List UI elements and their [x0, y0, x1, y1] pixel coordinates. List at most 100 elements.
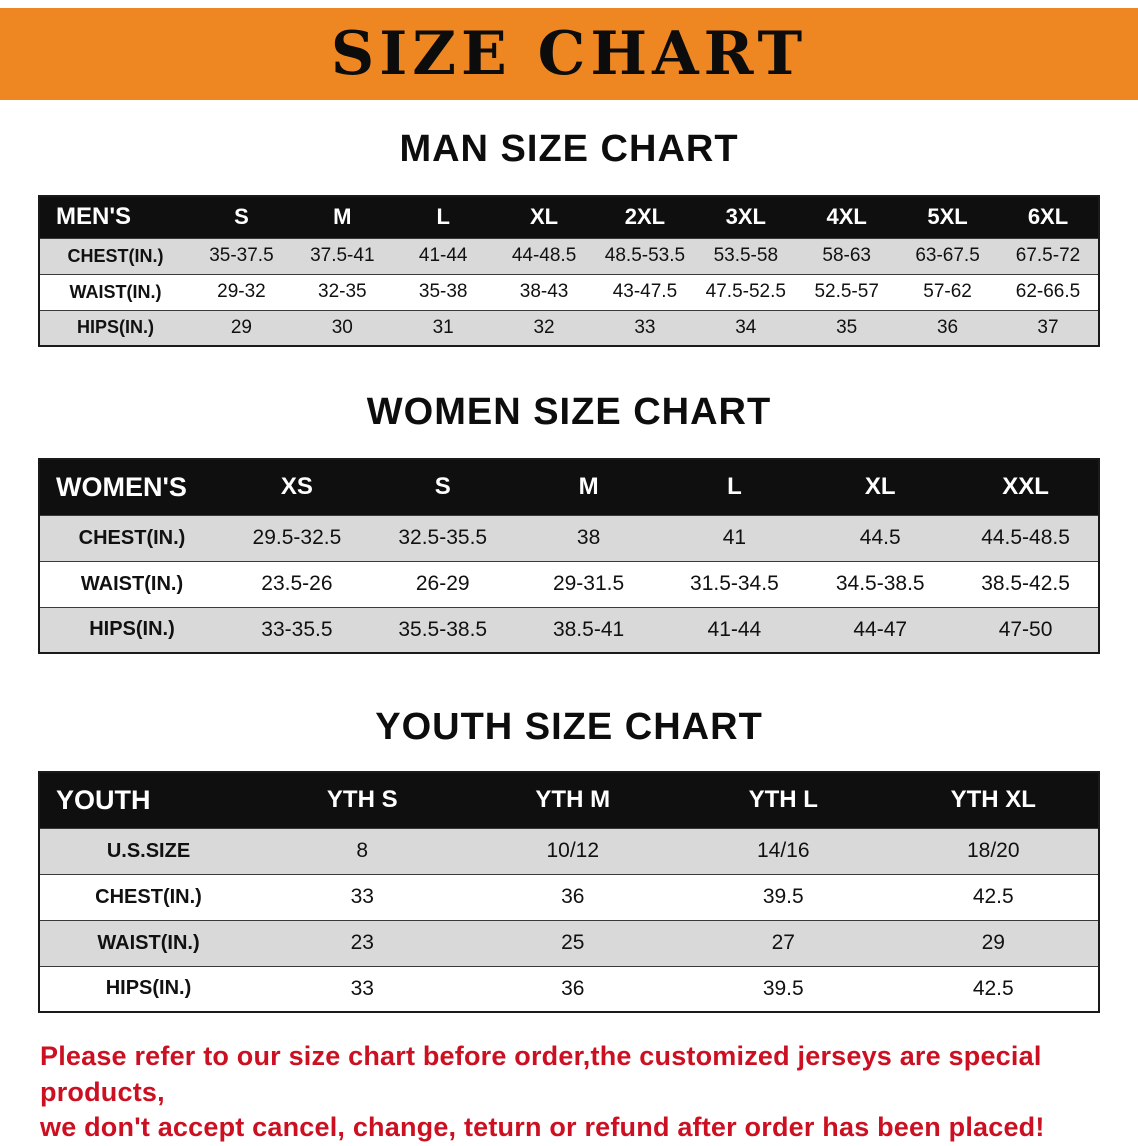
size-column-header: 6XL: [998, 196, 1099, 238]
men-section: MAN SIZE CHART MEN'S S M L XL 2XL 3XL 4XL 5XL 6XL…: [38, 128, 1100, 347]
size-value-cell: 58-63: [796, 237, 898, 274]
size-value-cell: 29: [888, 919, 1099, 966]
men-section-heading: MAN SIZE CHART: [399, 128, 739, 170]
size-value-cell: 39.5: [678, 965, 889, 1012]
size-column-header: YTH S: [257, 772, 468, 828]
size-value-cell: 35: [796, 309, 898, 346]
row-label: CHEST(IN.): [39, 514, 224, 561]
size-value-cell: 47-50: [953, 606, 1099, 653]
size-column-header: 2XL: [594, 196, 696, 238]
table-row: U.S.SIZE 8 10/12 14/16 18/20: [39, 827, 1099, 874]
size-value-cell: 38.5-41: [515, 606, 662, 653]
row-label: HIPS(IN.): [39, 606, 224, 653]
page-title: SIZE CHART: [330, 19, 808, 89]
size-value-cell: 44-48.5: [493, 237, 595, 274]
size-value-cell: 38.5-42.5: [953, 560, 1099, 607]
size-value-cell: 37.5-41: [291, 237, 393, 274]
size-column-header: S: [369, 459, 516, 515]
size-value-cell: 36: [897, 309, 998, 346]
size-column-header: XS: [224, 459, 370, 515]
size-value-cell: 29-32: [191, 273, 292, 310]
size-column-header: XL: [807, 459, 954, 515]
size-value-cell: 62-66.5: [998, 273, 1099, 310]
row-label: HIPS(IN.): [39, 309, 191, 346]
size-value-cell: 32.5-35.5: [369, 514, 516, 561]
table-row: CHEST(IN.) 33 36 39.5 42.5: [39, 873, 1099, 920]
table-title-cell: MEN'S: [39, 196, 191, 238]
size-chart-page: SIZE CHART MAN SIZE CHART MEN'S S M L XL 2XL 3…: [0, 8, 1138, 1146]
table-row: CHEST(IN.) 35-37.5 37.5-41 41-44 44-48.5 48.5…: [39, 237, 1099, 274]
size-value-cell: 43-47.5: [594, 273, 696, 310]
table-row: WAIST(IN.) 23 25 27 29: [39, 919, 1099, 966]
size-value-cell: 41: [661, 514, 808, 561]
row-label: U.S.SIZE: [39, 827, 257, 874]
size-value-cell: 25: [467, 919, 678, 966]
size-value-cell: 35-38: [392, 273, 494, 310]
size-value-cell: 39.5: [678, 873, 889, 920]
content: MAN SIZE CHART MEN'S S M L XL 2XL 3XL 4XL 5XL 6XL…: [38, 128, 1100, 1146]
size-column-header: YTH L: [678, 772, 889, 828]
size-value-cell: 29.5-32.5: [224, 514, 370, 561]
size-column-header: 3XL: [695, 196, 797, 238]
notice-line-2: we don't accept cancel, change, teturn o…: [40, 1112, 1045, 1143]
size-value-cell: 52.5-57: [796, 273, 898, 310]
row-label: CHEST(IN.): [39, 873, 257, 920]
size-value-cell: 36: [467, 873, 678, 920]
size-column-header: S: [191, 196, 292, 238]
size-value-cell: 42.5: [888, 965, 1099, 1012]
size-value-cell: 35.5-38.5: [369, 606, 516, 653]
table-header-row: MEN'S S M L XL 2XL 3XL 4XL 5XL 6XL: [39, 196, 1099, 238]
size-value-cell: 57-62: [897, 273, 998, 310]
size-column-header: YTH M: [467, 772, 678, 828]
size-value-cell: 33: [594, 309, 696, 346]
women-section: WOMEN SIZE CHART WOMEN'S XS S M L XL XXL CHEST(…: [38, 391, 1100, 654]
size-value-cell: 29-31.5: [515, 560, 662, 607]
size-value-cell: 30: [291, 309, 393, 346]
size-value-cell: 44.5: [807, 514, 954, 561]
size-value-cell: 31: [392, 309, 494, 346]
table-row: HIPS(IN.) 33-35.5 35.5-38.5 38.5-41 41-44 44-…: [39, 606, 1099, 653]
size-value-cell: 34.5-38.5: [807, 560, 954, 607]
size-value-cell: 33: [257, 965, 468, 1012]
size-value-cell: 34: [695, 309, 797, 346]
size-column-header: YTH XL: [888, 772, 1099, 828]
size-column-header: XXL: [953, 459, 1099, 515]
row-label: HIPS(IN.): [39, 965, 257, 1012]
size-column-header: L: [661, 459, 808, 515]
size-value-cell: 14/16: [678, 827, 889, 874]
size-value-cell: 38-43: [493, 273, 595, 310]
size-value-cell: 32: [493, 309, 595, 346]
size-value-cell: 44.5-48.5: [953, 514, 1099, 561]
size-value-cell: 38: [515, 514, 662, 561]
table-title-cell: WOMEN'S: [39, 459, 224, 515]
size-value-cell: 8: [257, 827, 468, 874]
table-row: CHEST(IN.) 29.5-32.5 32.5-35.5 38 41 44.5 44.5…: [39, 514, 1099, 561]
table-row: WAIST(IN.) 23.5-26 26-29 29-31.5 31.5-34.5 34…: [39, 560, 1099, 607]
youth-section: YOUTH SIZE CHART YOUTH YTH S YTH M YTH L YTH…: [38, 706, 1100, 1013]
size-value-cell: 42.5: [888, 873, 1099, 920]
size-value-cell: 10/12: [467, 827, 678, 874]
size-value-cell: 18/20: [888, 827, 1099, 874]
size-value-cell: 36: [467, 965, 678, 1012]
size-column-header: M: [291, 196, 393, 238]
table-header-row: YOUTH YTH S YTH M YTH L YTH XL: [39, 772, 1099, 828]
size-value-cell: 47.5-52.5: [695, 273, 797, 310]
size-value-cell: 67.5-72: [998, 237, 1099, 274]
size-value-cell: 32-35: [291, 273, 393, 310]
size-value-cell: 33: [257, 873, 468, 920]
size-value-cell: 63-67.5: [897, 237, 998, 274]
table-row: HIPS(IN.) 29 30 31 32 33 34 35 36 37: [39, 309, 1099, 346]
size-value-cell: 53.5-58: [695, 237, 797, 274]
notice-line-1: Please refer to our size chart before or…: [40, 1041, 1042, 1107]
size-column-header: M: [515, 459, 662, 515]
row-label: WAIST(IN.): [39, 919, 257, 966]
size-value-cell: 27: [678, 919, 889, 966]
youth-section-heading: YOUTH SIZE CHART: [375, 706, 763, 748]
size-value-cell: 23.5-26: [224, 560, 370, 607]
size-value-cell: 26-29: [369, 560, 516, 607]
size-value-cell: 37: [998, 309, 1099, 346]
size-value-cell: 48.5-53.5: [594, 237, 696, 274]
youth-size-table: YOUTH YTH S YTH M YTH L YTH XL U.S.SIZE 8 10/12…: [38, 771, 1100, 1013]
size-value-cell: 31.5-34.5: [661, 560, 808, 607]
size-value-cell: 23: [257, 919, 468, 966]
